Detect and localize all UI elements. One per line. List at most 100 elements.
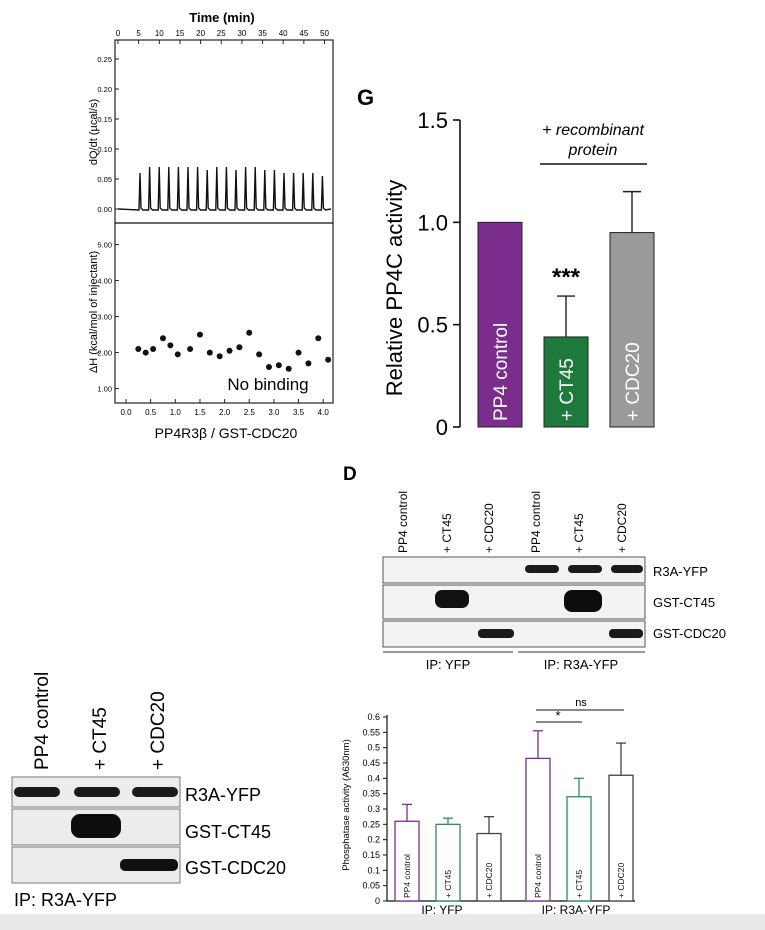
- phos-bar-label: + CT45: [574, 870, 584, 898]
- band-left-r3a-1: [14, 787, 60, 797]
- itc-data-point: [216, 353, 223, 360]
- phos-ytick-label: 0.3: [367, 804, 380, 814]
- band-left-cdc20-3: [120, 859, 178, 871]
- panel-g-bar-label: + CDC20: [623, 342, 644, 421]
- itc-data-point: [206, 349, 213, 356]
- itc-lower-frame: [114, 222, 334, 404]
- itc-upper-ytick-label: 0.25: [97, 55, 112, 64]
- panel-d-lane-label: + CT45: [440, 513, 454, 553]
- itc-data-point: [174, 351, 181, 358]
- band-d-ct45-2: [435, 590, 469, 608]
- panel-d-lane-label: + CDC20: [615, 503, 629, 553]
- left-ip-label: IP: R3A-YFP: [14, 890, 117, 910]
- panel-g-bar: [477, 221, 523, 428]
- itc-lower-ytick-label: 1.00: [97, 385, 112, 394]
- itc-lower-ytick-label: 5.00: [97, 241, 112, 250]
- phos-ytick-label: 0.25: [362, 819, 380, 829]
- phos-ytick-label: 0.55: [362, 727, 380, 737]
- phos-ytick-label: 0.4: [367, 773, 380, 783]
- phos-ytick-label: 0.15: [362, 850, 380, 860]
- itc-top-ticks: 0 5 10 15 20 25 30 35 40 45 50: [116, 29, 329, 44]
- phos-ytick-label: 0.45: [362, 758, 380, 768]
- itc-top-tick-label: 45: [299, 29, 308, 38]
- phos-yticks: 0.6 0.55 0.5 0.45 0.4 0.35 0.3 0.25 0.2 0.15 0.1 0.…: [362, 712, 387, 906]
- panel-d-lane-label: + CDC20: [482, 503, 496, 553]
- panel-d-row-label-3: GST-CDC20: [653, 626, 726, 641]
- phosphatase-chart: Phosphatase activity (A630nm) 0.6 0.55 0.5…: [341, 697, 635, 915]
- itc-data-point: [325, 356, 332, 363]
- left-row-label-1: R3A-YFP: [185, 785, 261, 805]
- itc-upper-ytick-label: 0.10: [97, 145, 112, 154]
- panel-g-letter: G: [357, 85, 374, 110]
- panel-g-bars: PP4 control + CT45 + CDC20: [477, 190, 655, 428]
- footer-bar: [0, 914, 765, 930]
- phos-ns-label: ns: [575, 697, 587, 709]
- itc-bottom-tick-label: 2.0: [219, 408, 231, 417]
- itc-lower-ylabel: ΔH (kcal/mol of injectant): [88, 251, 100, 373]
- itc-data-point: [256, 351, 263, 358]
- itc-data-point: [275, 362, 282, 369]
- panel-d-letter: D: [343, 464, 357, 485]
- band-d-cdc20-6: [609, 629, 643, 638]
- itc-bottom-tick-label: 3.0: [268, 408, 280, 417]
- itc-upper-frame: [114, 39, 334, 224]
- panel-g-bar: [543, 336, 589, 428]
- left-blot-lane-label: + CDC20: [148, 691, 169, 770]
- panel-d-ip-label-2: IP: R3A-YFP: [544, 657, 618, 672]
- band-left-r3a-3: [132, 787, 178, 797]
- itc-data-point: [159, 335, 166, 342]
- phos-bar: [394, 820, 420, 902]
- phos-bar-label: + CT45: [443, 870, 453, 898]
- left-blot-lane-label: + CT45: [90, 707, 111, 770]
- phos-ytick-label: 0.6: [367, 712, 380, 722]
- itc-lower-ytick-label: 2.00: [97, 349, 112, 358]
- itc-bottom-ticks: 0.0 0.5 1.0 1.5 2.0 2.5 3.0 3.5 4.0: [120, 399, 329, 417]
- itc-data-point: [246, 329, 253, 336]
- phos-ytick-label: 0.05: [362, 881, 380, 891]
- band-left-ct45-2: [71, 814, 121, 838]
- itc-lower-ytick-label: 3.00: [97, 313, 112, 322]
- panel-g: G Relative PP4C activity 1.5 1.0 0.5 0 PP4 …: [357, 85, 655, 440]
- itc-bottom-tick-label: 0.5: [145, 408, 157, 417]
- itc-lower-ytick-label: 4.00: [97, 277, 112, 286]
- itc-upper-ytick-label: 0.00: [97, 205, 112, 214]
- itc-upper-ytick-label: 0.20: [97, 85, 112, 94]
- itc-data-point: [226, 347, 233, 354]
- itc-top-tick-label: 50: [320, 29, 329, 38]
- itc-bottom-tick-label: 0.0: [120, 408, 132, 417]
- itc-data-points: [135, 329, 332, 372]
- itc-xlabel: PP4R3β / GST-CDC20: [155, 425, 298, 440]
- itc-data-point: [265, 364, 272, 370]
- itc-top-tick-label: 25: [217, 29, 226, 38]
- itc-data-point: [315, 335, 322, 342]
- itc-annotation: No binding: [227, 375, 308, 394]
- itc-top-tick-label: 20: [196, 29, 205, 38]
- phos-bar: [566, 796, 592, 902]
- panel-g-bar: [609, 232, 655, 428]
- panel-d-lane-label: PP4 control: [529, 491, 543, 553]
- panel-g-group-label-1: + recombinant: [542, 122, 644, 139]
- phos-bar: [476, 832, 502, 902]
- phos-ytick-label: 0.35: [362, 789, 380, 799]
- panel-g-ytick-label: 0: [436, 415, 448, 440]
- left-blot-lane-label: PP4 control: [32, 672, 53, 770]
- itc-upper-ytick-label: 0.15: [97, 115, 112, 124]
- left-blot: PP4 control + CT45 + CDC20 R3A-YFP GST-CT4…: [11, 672, 286, 910]
- phos-bar-label: + CDC20: [616, 863, 626, 898]
- left-row-label-3: GST-CDC20: [185, 858, 286, 878]
- phos-ip-label-2: IP: R3A-YFP: [542, 903, 611, 915]
- itc-data-point: [305, 360, 312, 367]
- itc-top-axis-label: Time (min): [189, 10, 255, 25]
- itc-thermogram-trace: [117, 166, 332, 211]
- itc-lower-yticks: 5.00 4.00 3.00 2.00 1.00: [97, 241, 119, 394]
- itc-bottom-tick-label: 3.5: [293, 408, 305, 417]
- phos-bar-label: + CDC20: [484, 863, 494, 898]
- itc-data-point: [167, 342, 174, 349]
- itc-top-tick-label: 5: [136, 29, 141, 38]
- band-d-r3a-5: [568, 565, 602, 573]
- panel-g-ytick-label: 0.5: [417, 313, 448, 338]
- panel-d-lane-label: + CT45: [572, 513, 586, 553]
- itc-upper-ylabel: dQ/dt (µcal/s): [88, 99, 100, 165]
- phos-bar-label: PP4 control: [402, 854, 412, 898]
- itc-data-point: [196, 331, 203, 338]
